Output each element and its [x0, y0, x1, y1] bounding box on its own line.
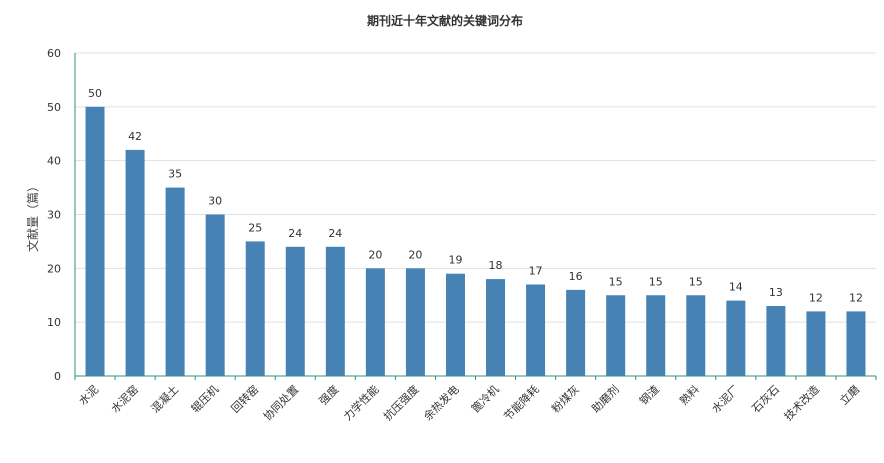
data-label: 13: [769, 286, 783, 299]
data-label: 50: [88, 87, 102, 100]
data-label: 42: [128, 130, 142, 143]
bar: [325, 246, 345, 376]
bar: [445, 273, 465, 376]
x-tick-label: 辊压机: [188, 382, 221, 415]
bar: [365, 268, 385, 376]
y-tick-label: 30: [47, 209, 61, 222]
x-tick-label: 强度: [316, 382, 341, 407]
bar: [646, 295, 666, 376]
bar: [486, 279, 506, 376]
x-tick-label: 力学性能: [340, 382, 381, 423]
data-label: 16: [569, 270, 583, 283]
bar: [726, 300, 746, 376]
bar: [686, 295, 706, 376]
bar: [566, 289, 586, 376]
data-label: 18: [489, 259, 503, 272]
bar: [125, 149, 145, 376]
bar: [285, 246, 305, 376]
x-tick-label: 钢渣: [636, 382, 661, 407]
data-label: 15: [649, 275, 663, 288]
y-tick-label: 20: [47, 262, 61, 275]
data-label: 15: [689, 275, 703, 288]
y-tick-label: 10: [47, 316, 61, 329]
data-labels: 50 42 35 30 25 24 24 20 20 19 18 17 16 15 15 15 14 13 12 12: [88, 87, 863, 305]
bar: [165, 187, 185, 376]
x-tick-label: 抗压强度: [381, 382, 422, 423]
grid-lines: [75, 52, 876, 323]
y-tick-label: 40: [47, 155, 61, 168]
bars: [85, 106, 866, 376]
bar: [846, 311, 866, 376]
y-tick-labels: 0 10 20 30 40 50 60: [47, 47, 61, 383]
data-label: 25: [248, 221, 262, 234]
bar: [85, 106, 105, 376]
x-tick-label: 节能降耗: [501, 382, 542, 423]
x-tick-label: 余热发电: [421, 382, 462, 423]
y-tick-label: 0: [54, 370, 61, 383]
bar: [606, 295, 626, 376]
data-label: 19: [448, 254, 462, 267]
x-tick-label: 熟料: [676, 382, 701, 407]
data-label: 24: [328, 227, 342, 240]
data-label: 20: [368, 248, 382, 261]
data-label: 24: [288, 227, 302, 240]
x-tick-label: 篦冷机: [468, 382, 501, 415]
x-tick-label: 水泥: [76, 383, 101, 408]
x-tick-label: 回转窑: [228, 382, 261, 415]
x-tick-label: 石灰石: [749, 382, 782, 415]
x-tick-label: 立磨: [837, 382, 862, 407]
bar: [526, 284, 546, 376]
bar: [245, 241, 265, 376]
bar: [806, 311, 826, 376]
data-label: 12: [809, 291, 823, 304]
data-label: 20: [408, 248, 422, 261]
data-label: 15: [609, 275, 623, 288]
x-tick-label: 协同处置: [260, 382, 301, 423]
data-label: 17: [529, 264, 543, 277]
data-label: 12: [849, 291, 863, 304]
y-axis-label: 文献量（篇）: [25, 180, 40, 252]
y-tick-label: 50: [47, 101, 61, 114]
bar: [405, 268, 425, 376]
x-tick-label: 助磨剂: [589, 382, 622, 415]
x-tick-label: 混凝土: [148, 382, 181, 415]
y-tick-label: 60: [47, 47, 61, 60]
x-tick-label: 水泥窑: [108, 382, 141, 415]
bar: [205, 214, 225, 376]
x-tick-label: 粉煤灰: [549, 382, 582, 415]
x-tick-label: 水泥厂: [709, 383, 742, 416]
axes: [74, 53, 877, 380]
bar: [766, 306, 786, 376]
data-label: 30: [208, 195, 222, 208]
chart-title: 期刊近十年文献的关键词分布: [367, 13, 523, 28]
data-label: 14: [729, 281, 743, 294]
x-tick-label: 技术改造: [781, 382, 822, 423]
data-label: 35: [168, 168, 182, 181]
x-tick-labels: 水泥 水泥窑 混凝土 辊压机 回转窑 协同处置 强度 力学性能 抗压强度 余热发电 篦冷机 节能降耗粉…: [76, 382, 862, 423]
